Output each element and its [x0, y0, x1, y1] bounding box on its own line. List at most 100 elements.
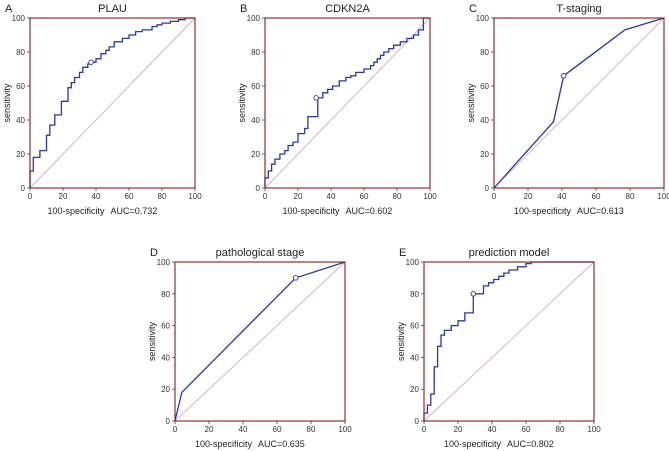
- y-tick-label: 100: [247, 14, 261, 23]
- x-tick-label: 60: [360, 192, 369, 201]
- x-tick-label: 80: [556, 425, 565, 434]
- x-tick-label: 20: [205, 425, 214, 434]
- x-axis-label: 100-specificity: [47, 206, 105, 216]
- x-tick-label: 100: [423, 192, 437, 201]
- x-tick-label: 60: [273, 425, 282, 434]
- x-tick-label: 60: [125, 192, 134, 201]
- y-axis-label: sensitivity: [396, 321, 406, 361]
- roc-panel-b: B CDKN2A 0 20 40 60 80 100 0 20 40 60 80 100 sensitivi…: [237, 3, 437, 216]
- x-tick-label: 80: [158, 192, 167, 201]
- panel-title: pathological stage: [216, 247, 305, 259]
- x-axis-label: 100-specificity: [195, 439, 253, 449]
- x-tick-label: 40: [327, 192, 336, 201]
- y-tick-label: 20: [480, 150, 489, 159]
- y-tick-label: 80: [161, 290, 170, 299]
- x-tick-label: 20: [294, 192, 303, 201]
- reference-diagonal: [423, 261, 595, 422]
- plot-frame: [264, 17, 431, 189]
- panel-letter: B: [240, 3, 247, 15]
- x-tick-label: 100: [587, 425, 601, 434]
- plot-frame: [174, 261, 346, 422]
- y-tick-label: 40: [161, 353, 170, 362]
- reference-diagonal: [493, 17, 665, 189]
- x-tick-label: 0: [28, 192, 33, 201]
- roc-panel-a: A PLAU 0 20 40 60 80 100 0 20 40 60 80 100 sensitivity…: [2, 3, 202, 216]
- cutoff-point: [88, 59, 94, 65]
- reference-diagonal: [264, 17, 431, 189]
- roc-curve: [264, 17, 430, 188]
- y-tick-label: 100: [157, 258, 171, 267]
- y-tick-label: 0: [256, 184, 261, 193]
- roc-curve: [174, 261, 346, 422]
- panel-letter: A: [5, 3, 13, 15]
- x-tick-label: 40: [558, 192, 567, 201]
- roc-panel-c: C T-staging 0 20 40 60 80 100 0 20 40 60 80 100 sensit…: [466, 3, 669, 216]
- y-tick-label: 20: [410, 385, 419, 394]
- roc-curve: [29, 17, 195, 188]
- y-axis-label: sensitivity: [147, 321, 157, 361]
- y-axis-label: sensitivity: [466, 83, 476, 123]
- x-tick-label: 40: [488, 425, 497, 434]
- x-tick-label: 20: [454, 425, 463, 434]
- x-tick-label: 0: [422, 425, 427, 434]
- y-tick-label: 40: [410, 353, 419, 362]
- plot-frame: [29, 17, 196, 189]
- auc-label: AUC=0.635: [258, 439, 305, 449]
- y-axis-label: sensitivity: [237, 83, 247, 123]
- panel-title: prediction model: [469, 247, 550, 259]
- cutoff-point: [560, 73, 567, 79]
- roc-curve: [423, 261, 594, 421]
- y-tick-label: 60: [161, 322, 170, 331]
- auc-label: AUC=0.732: [111, 206, 158, 216]
- y-tick-label: 100: [12, 14, 26, 23]
- x-tick-label: 20: [524, 192, 533, 201]
- x-tick-label: 80: [307, 425, 316, 434]
- x-tick-label: 0: [492, 192, 497, 201]
- x-tick-label: 60: [522, 425, 531, 434]
- y-tick-label: 40: [16, 116, 25, 125]
- x-tick-label: 0: [263, 192, 268, 201]
- cutoff-point: [292, 275, 299, 281]
- x-tick-label: 100: [188, 192, 202, 201]
- x-axis-label: 100-specificity: [282, 206, 340, 216]
- y-tick-label: 20: [251, 150, 260, 159]
- x-tick-label: 80: [393, 192, 402, 201]
- y-tick-label: 40: [480, 116, 489, 125]
- panel-letter: D: [150, 247, 158, 259]
- y-tick-label: 80: [410, 290, 419, 299]
- x-tick-label: 0: [173, 425, 178, 434]
- auc-label: AUC=0.602: [346, 206, 393, 216]
- reference-diagonal: [29, 17, 196, 189]
- y-tick-label: 80: [480, 48, 489, 57]
- plot-frame: [423, 261, 595, 422]
- panel-title: PLAU: [98, 3, 127, 15]
- x-tick-label: 100: [338, 425, 352, 434]
- x-tick-label: 20: [59, 192, 68, 201]
- plot-frame: [493, 17, 665, 189]
- auc-label: AUC=0.613: [577, 206, 624, 216]
- y-tick-label: 60: [16, 82, 25, 91]
- x-tick-label: 60: [592, 192, 601, 201]
- x-tick-label: 40: [239, 425, 248, 434]
- auc-label: AUC=0.802: [507, 439, 554, 449]
- y-tick-label: 40: [251, 116, 260, 125]
- y-tick-label: 20: [16, 150, 25, 159]
- y-tick-label: 100: [406, 258, 420, 267]
- panel-title: CDKN2A: [325, 3, 370, 15]
- x-tick-label: 100: [657, 192, 669, 201]
- cutoff-point: [470, 291, 477, 297]
- y-tick-label: 0: [21, 184, 26, 193]
- cutoff-point: [313, 95, 319, 101]
- y-tick-label: 100: [476, 14, 490, 23]
- x-axis-label: 100-specificity: [444, 439, 502, 449]
- y-tick-label: 0: [485, 184, 490, 193]
- y-axis-label: sensitivity: [2, 83, 12, 123]
- x-tick-label: 80: [626, 192, 635, 201]
- y-tick-label: 80: [16, 48, 25, 57]
- y-tick-label: 60: [251, 82, 260, 91]
- panel-title: T-staging: [556, 3, 601, 15]
- y-tick-label: 0: [166, 417, 171, 426]
- y-tick-label: 60: [410, 322, 419, 331]
